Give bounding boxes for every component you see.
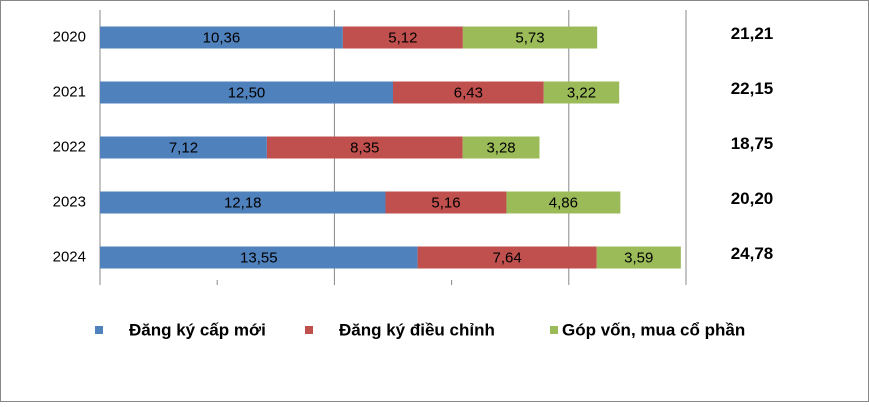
data-label: 7,64	[493, 249, 522, 266]
bar-segment	[393, 81, 544, 104]
legend-swatch	[305, 326, 313, 334]
total-label: 22,15	[731, 79, 774, 98]
data-label: 5,12	[388, 29, 417, 46]
bar-segment	[100, 191, 386, 214]
y-tick-label: 2024	[53, 248, 86, 265]
data-label: 3,59	[624, 249, 653, 266]
y-tick-label: 2023	[53, 193, 86, 210]
total-label: 20,20	[731, 189, 774, 208]
legend-label: Đăng ký cấp mới	[129, 320, 266, 339]
total-label: 21,21	[731, 24, 774, 43]
data-label: 4,86	[549, 194, 578, 211]
bar-segment	[385, 191, 507, 214]
data-label: 3,28	[486, 139, 515, 156]
y-tick-label: 2021	[53, 83, 86, 100]
bar-segment	[596, 246, 681, 269]
bar-segment	[462, 26, 598, 49]
data-label: 12,18	[224, 194, 262, 211]
data-label: 5,16	[431, 194, 460, 211]
legend-swatch	[95, 326, 103, 334]
bar-segment	[462, 136, 540, 159]
legend-label: Góp vốn, mua cổ phần	[562, 320, 745, 339]
y-tick-label: 2020	[53, 28, 86, 45]
data-label: 8,35	[350, 139, 379, 156]
legend-swatch	[550, 326, 558, 334]
data-label: 10,36	[203, 29, 241, 46]
bar-segment	[100, 136, 267, 159]
data-label: 5,73	[515, 29, 544, 46]
data-label: 7,12	[169, 139, 198, 156]
bar-segment	[342, 26, 463, 49]
bar-segment	[543, 81, 620, 104]
bar-segment	[506, 191, 621, 214]
data-label: 12,50	[228, 84, 266, 101]
bar-segment	[100, 26, 343, 49]
y-tick-label: 2022	[53, 138, 86, 155]
total-label: 24,78	[731, 244, 774, 263]
data-label: 3,22	[567, 84, 596, 101]
bar-segment	[417, 246, 597, 269]
legend-label: Đăng ký điều chỉnh	[339, 320, 495, 339]
bar-segment	[266, 136, 463, 159]
data-label: 13,55	[240, 249, 278, 266]
total-label: 18,75	[731, 134, 774, 153]
data-label: 6,43	[454, 84, 483, 101]
bar-segment	[100, 246, 418, 269]
bar-segment	[100, 81, 393, 104]
